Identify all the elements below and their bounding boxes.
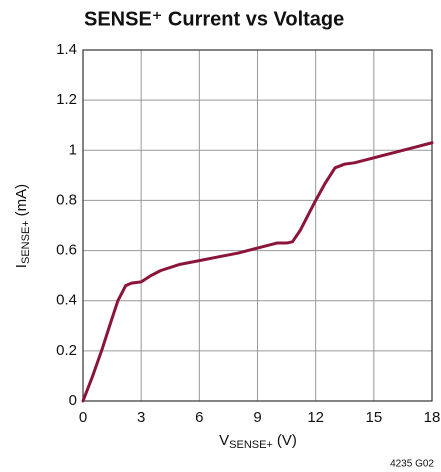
y-tick-label: 0.2 <box>56 342 77 359</box>
x-label-unit: (V) <box>277 432 297 449</box>
y-tick-label: 1.2 <box>56 91 77 108</box>
x-tick-label: 0 <box>79 409 87 426</box>
y-tick-label: 0.6 <box>56 242 77 259</box>
y-axis-label: ISENSE+ (mA) <box>13 184 32 268</box>
x-label-subscript: SENSE+ <box>229 439 273 451</box>
y-label-symbol: I <box>13 264 30 268</box>
x-tick-label: 6 <box>195 409 203 426</box>
y-tick-label: 1.4 <box>56 41 77 58</box>
plot-frame <box>82 49 433 402</box>
y-tick-label: 0.4 <box>56 292 77 309</box>
x-tick-label: 15 <box>365 409 382 426</box>
x-axis-label: VSENSE+ (V) <box>219 432 297 451</box>
footnote: 4235 G02 <box>390 459 434 470</box>
x-tick-label: 3 <box>137 409 145 426</box>
y-label-unit: (mA) <box>13 184 30 217</box>
y-label-subscript: SENSE+ <box>20 220 32 264</box>
x-tick-label: 12 <box>307 409 324 426</box>
y-tick-label: 0.8 <box>56 191 77 208</box>
y-tick-label: 1 <box>69 141 77 158</box>
x-label-symbol: V <box>219 432 229 449</box>
data-line <box>81 141 434 403</box>
chart-title: SENSE⁺ Current vs Voltage <box>84 8 344 30</box>
x-tick-label: 9 <box>253 409 261 426</box>
x-tick-label: 18 <box>424 409 441 426</box>
y-tick-label: 0 <box>69 392 77 409</box>
